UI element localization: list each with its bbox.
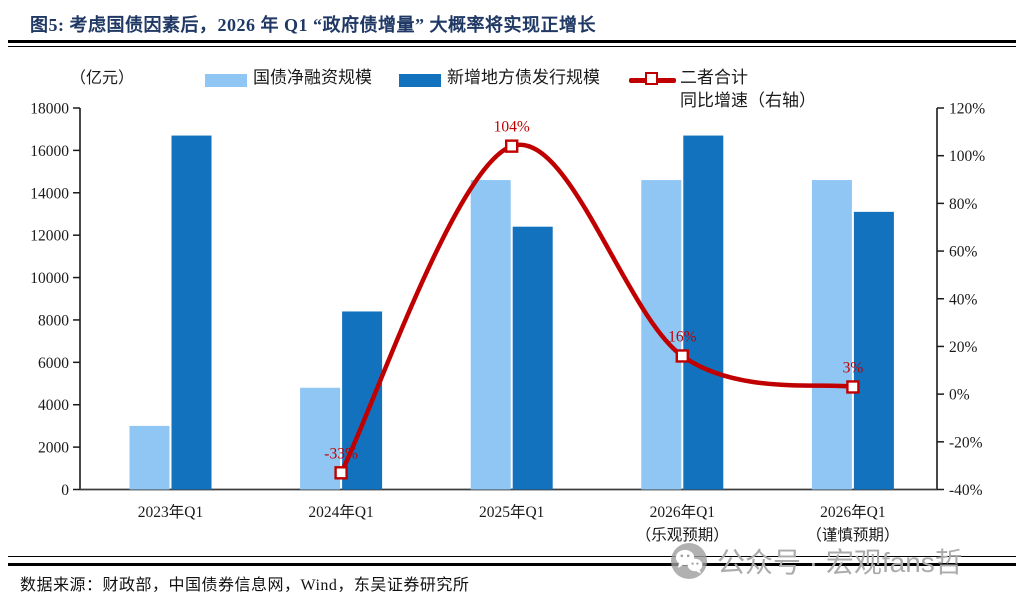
left-axis-tick-label: 12000 (30, 228, 69, 245)
left-axis-tick-label: 2000 (38, 440, 69, 457)
right-axis-tick-label: 60% (949, 244, 978, 261)
right-axis-tick-label: 0% (949, 387, 970, 404)
left-axis-unit-label: （亿元） (70, 70, 135, 87)
left-axis-tick-label: 8000 (38, 312, 69, 329)
right-axis-tick-label: 100% (949, 148, 985, 165)
right-axis-tick-label: 40% (949, 291, 978, 308)
x-category-label: 2025年Q1 (479, 503, 544, 521)
growth-line (338, 142, 856, 476)
line-marker (334, 466, 348, 480)
bar-localdebt (171, 135, 212, 490)
watermark: 公众号 · 宏观fans哲 (670, 541, 963, 581)
bar-treasury (470, 180, 511, 490)
point-label: 104% (494, 119, 530, 136)
point-label: -33% (324, 445, 358, 462)
left-axis-tick-label: 18000 (30, 101, 69, 118)
x-category-sublabel: （乐观预期） (636, 526, 729, 544)
line-marker (675, 349, 689, 363)
watermark-text: 公众号 · 宏观fans哲 (717, 547, 963, 578)
wechat-icon (671, 543, 707, 579)
x-category-label: 2026年Q1 (650, 503, 715, 521)
right-axis-tick-label: -20% (949, 434, 983, 451)
bar-localdebt (512, 226, 553, 490)
line-marker (846, 380, 860, 394)
footer-divider (8, 556, 1016, 566)
left-axis-tick-label: 16000 (30, 143, 69, 160)
left-axis-tick-label: 4000 (38, 397, 69, 414)
bar-treasury (129, 425, 170, 490)
figure-title: 图5: 考虑国债因素后，2026 年 Q1 “政府债增量” 大概率将实现正增长 (30, 15, 596, 35)
source-note: 数据来源：财政部，中国债券信息网，Wind，东吴证券研究所 (20, 577, 470, 594)
left-axis-tick-label: 14000 (30, 185, 69, 202)
bar-localdebt (683, 135, 724, 490)
point-label: 3% (843, 359, 864, 376)
point-label: 16% (668, 328, 697, 345)
right-axis-tick-label: 120% (949, 101, 985, 118)
x-category-sublabel: （谨慎预期） (806, 526, 899, 544)
right-axis-tick-label: 80% (949, 196, 978, 213)
line-marker (505, 139, 519, 153)
left-axis-tick-label: 10000 (30, 270, 69, 287)
left-axis-tick-label: 6000 (38, 355, 69, 372)
bar-treasury (811, 180, 852, 490)
title-divider (8, 40, 1016, 47)
x-category-label: 2023年Q1 (138, 503, 203, 521)
x-category-label: 2026年Q1 (820, 503, 885, 521)
x-category-label: 2024年Q1 (308, 503, 373, 521)
bar-localdebt (853, 211, 894, 490)
bar-treasury (300, 387, 341, 490)
left-axis-tick-label: 0 (61, 482, 69, 499)
right-axis-tick-label: -40% (949, 482, 983, 499)
right-axis-tick-label: 20% (949, 339, 978, 356)
